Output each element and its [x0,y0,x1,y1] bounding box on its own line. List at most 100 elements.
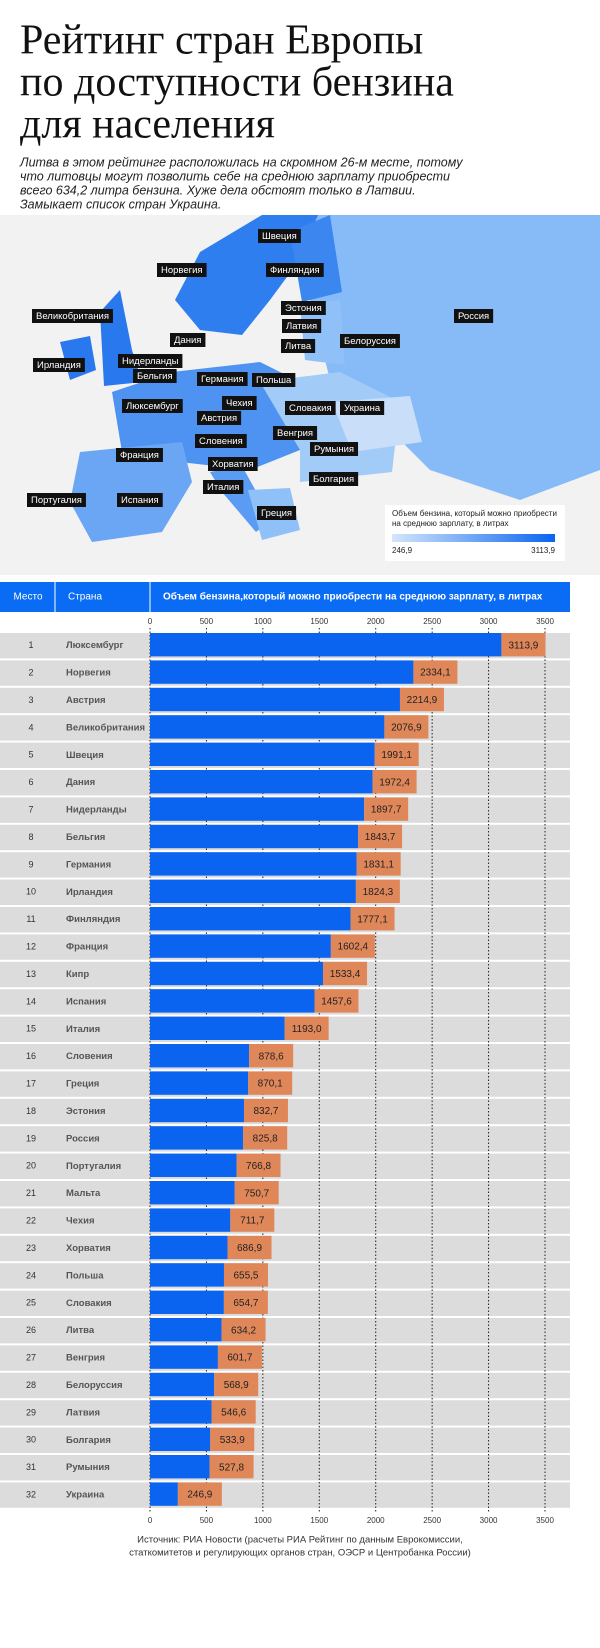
y-tick-label: Люксембург [66,640,123,651]
row-background [0,1318,570,1344]
map-label-box [203,480,244,494]
rank: 2 [28,667,33,677]
map-label: Испания [121,495,159,506]
value-label-box [249,1044,294,1068]
x-tick-label: 2500 [423,617,441,626]
y-tick-label: Мальта [66,1188,101,1199]
row-background [0,1235,570,1262]
value-label: 654,7 [233,1298,258,1309]
y-tick-label: Португалия [66,1161,121,1172]
map-label: Литва [285,341,312,352]
bar [150,1372,215,1397]
title-line: для населения [20,102,275,148]
title-line: по доступности бензина [20,60,454,106]
value-label-box [314,989,359,1013]
source-line: Источник: РИА Новости (расчеты РИА Рейти… [137,1535,463,1546]
y-tick-label: Греция [66,1079,99,1090]
y-tick-label: Великобритания [66,722,145,733]
bar [150,934,331,958]
value-label-box [217,1345,262,1369]
map-label: Словакия [289,403,332,414]
table-header [0,582,570,612]
rank: 28 [26,1380,36,1390]
value-label-box [248,1071,293,1095]
bar [150,907,351,931]
map-label: Греция [261,508,292,519]
map-label-box [222,396,257,410]
bar [150,1400,212,1424]
x-tick-label: 3500 [536,617,554,626]
y-tick-label: Словения [66,1051,113,1062]
subtitle-line: всего 634,2 литра бензина. Хуже дела обс… [20,183,416,197]
rank: 21 [26,1188,36,1198]
rank: 4 [28,722,33,732]
map-label: Великобритания [36,311,109,322]
value-label: 3113,9 [509,640,539,651]
x-tick-label: 0 [148,617,153,626]
y-tick-label: Кипр [66,969,89,980]
map-region [70,442,192,542]
y-tick-label: Австрия [66,695,106,706]
bar [150,824,359,849]
value-label-box [355,879,400,903]
value-label-box [364,797,409,821]
rank: 12 [26,941,36,951]
x-tick-label: 500 [200,617,214,626]
map-label-box [197,372,248,386]
bar [150,1153,237,1177]
row-background [0,1427,570,1453]
value-label-box [209,1455,254,1479]
value-label: 870,1 [258,1079,283,1090]
value-label-box [214,1372,259,1397]
rank: 3 [28,695,33,705]
map-label-box [170,333,206,347]
rank: 9 [28,859,33,869]
value-label: 766,8 [246,1161,271,1172]
value-label: 527,8 [219,1462,244,1473]
value-label-box [243,1126,288,1150]
rank: 17 [26,1078,36,1088]
rank: 1 [28,640,33,650]
value-label: 2334,1 [420,668,451,679]
row-background [0,1263,570,1289]
bar [150,961,324,986]
value-label: 546,6 [221,1408,246,1419]
value-label-box [384,715,429,739]
map-label: Хорватия [212,459,254,470]
bar [150,633,502,657]
map-label-box [195,434,247,448]
y-tick-label: Франция [66,942,108,953]
map-label-box [257,506,297,520]
rank: 7 [28,804,33,814]
map-label-box [208,457,258,471]
value-label: 1991,1 [381,750,412,761]
value-label-box [243,1098,288,1123]
y-tick-label: Германия [66,859,111,870]
x-tick-label: 500 [200,1516,214,1525]
value-label: 1533,4 [330,969,361,980]
subtitle-line: Литва в этом рейтинге расположилась на с… [19,155,463,169]
map-region [175,215,318,335]
value-label: 832,7 [253,1106,278,1117]
value-label-box [372,770,417,794]
bar [150,1345,218,1369]
x-tick-label: 2500 [423,1516,441,1525]
map-label: Нидерланды [122,356,179,367]
value-label: 246,9 [187,1490,212,1501]
x-tick-label: 0 [148,1516,153,1525]
value-label: 1843,7 [365,832,396,843]
map-label: Германия [201,374,244,385]
value-label: 750,7 [244,1188,269,1199]
value-label-box [501,633,546,657]
map-label-box [285,401,336,415]
value-label-box [323,961,368,986]
value-label-box [284,1016,329,1040]
bar [150,1427,211,1451]
rank: 32 [26,1489,36,1499]
rank: 26 [26,1325,36,1335]
map-label: Румыния [314,444,354,455]
map-region [290,215,342,302]
x-tick-label: 3000 [480,617,498,626]
map-label: Россия [458,311,489,322]
